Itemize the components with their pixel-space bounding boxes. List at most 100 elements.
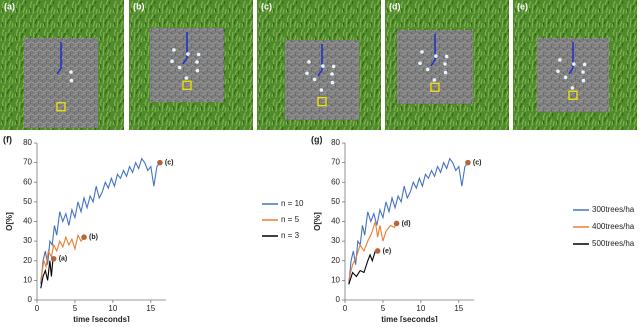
drone-marker: [444, 54, 449, 59]
drone-marker: [196, 52, 201, 57]
annotation-label: (b): [89, 234, 98, 241]
drone-path: [430, 34, 436, 67]
annotation-point: [393, 220, 400, 227]
x-tick-label: 0: [35, 304, 40, 313]
series-line: [348, 250, 378, 285]
image-row: (a) (b) (c) (d) (e): [0, 0, 637, 130]
image-panel: (d): [385, 0, 509, 130]
y-tick-label: 60: [23, 177, 32, 186]
series-line: [40, 258, 54, 289]
legend-label: 500trees/ha: [592, 239, 635, 248]
panel-label: (c): [261, 1, 272, 11]
annotation-label: (a): [59, 256, 68, 263]
drone-marker: [69, 70, 73, 74]
drone-marker: [184, 76, 189, 80]
series-line: [348, 157, 469, 285]
drone-marker: [558, 58, 562, 62]
drone-path: [182, 32, 188, 65]
panel-label: (a): [4, 1, 15, 11]
y-tick-label: 60: [331, 177, 340, 186]
target-box: [317, 96, 327, 107]
drone-marker: [418, 61, 422, 66]
y-tick-label: 20: [331, 256, 340, 265]
drone-marker: [570, 86, 575, 90]
image-panel: (b): [129, 0, 253, 130]
target-box: [56, 102, 66, 112]
image-panel: (c): [257, 0, 381, 130]
drone-marker: [321, 64, 325, 68]
annotation-point: [50, 255, 57, 262]
legend-label: 300trees/ha: [592, 205, 635, 214]
x-tick-label: 5: [381, 304, 386, 313]
x-tick-label: 10: [416, 304, 425, 313]
drone-marker: [312, 77, 317, 82]
drone-marker: [69, 78, 74, 83]
legend-label: 400trees/ha: [592, 222, 635, 231]
drone-marker: [170, 59, 174, 64]
series-line: [348, 221, 398, 281]
y-tick-label: 40: [331, 217, 340, 226]
x-tick-label: 15: [146, 304, 155, 313]
y-tick-label: 50: [23, 197, 32, 206]
annotation-point: [374, 248, 381, 254]
x-tick-label: 15: [454, 304, 463, 313]
annotation-point: [81, 234, 87, 240]
y-tick-label: 50: [331, 197, 340, 206]
x-tick-label: 0: [343, 304, 348, 313]
y-tick-label: 80: [331, 138, 340, 147]
drone-marker: [420, 50, 424, 54]
y-tick-label: 30: [331, 236, 340, 245]
legend-label: n = 5: [281, 215, 300, 224]
annotation-label: (e): [383, 248, 392, 255]
y-tick-label: 0: [336, 295, 341, 304]
y-tick-label: 10: [331, 275, 340, 284]
target-box: [430, 82, 440, 92]
drone-marker: [563, 75, 568, 80]
legend-label: n = 10: [281, 199, 304, 208]
panel-label: (g): [311, 134, 323, 144]
drone-marker: [582, 62, 587, 67]
drone-marker: [443, 70, 448, 75]
drone-marker: [432, 78, 437, 82]
drone-marker: [443, 62, 447, 66]
drone-marker: [172, 48, 176, 52]
target-box: [568, 90, 578, 100]
drone-path: [56, 42, 62, 75]
series-line: [40, 157, 161, 285]
y-tick-label: 30: [23, 236, 32, 245]
y-tick-label: 0: [28, 295, 33, 304]
panel-label: (b): [133, 1, 145, 11]
panel-label: (e): [517, 1, 528, 11]
drone-marker: [195, 60, 199, 64]
drone-marker: [307, 60, 311, 64]
y-tick-label: 70: [23, 158, 32, 167]
legend-label: n = 3: [281, 231, 300, 240]
drone-marker: [330, 72, 334, 76]
panel-label: (d): [389, 1, 401, 11]
drone-marker: [305, 71, 309, 76]
y-axis-label: O[%]: [5, 212, 14, 231]
image-panel: (e): [513, 0, 637, 130]
x-axis-label: time [seconds]: [381, 315, 438, 322]
drone-marker: [195, 68, 200, 73]
drone-path: [317, 44, 323, 77]
x-axis-label: time [seconds]: [73, 315, 130, 322]
annotation-point: [465, 159, 471, 166]
y-tick-label: 70: [331, 158, 340, 167]
x-tick-label: 5: [73, 304, 78, 313]
y-tick-label: 40: [23, 217, 32, 226]
drone-path: [568, 42, 574, 75]
x-tick-label: 10: [108, 304, 117, 313]
y-tick-label: 80: [23, 138, 32, 147]
drone-marker: [556, 69, 560, 74]
annotation-label: (c): [473, 159, 482, 166]
y-tick-label: 10: [23, 275, 32, 284]
y-tick-label: 20: [23, 256, 32, 265]
annotation-point: [157, 159, 163, 166]
y-axis-label: O[%]: [313, 212, 322, 231]
panel-label: (f): [3, 134, 12, 144]
drone-marker: [572, 62, 576, 66]
drone-marker: [331, 64, 336, 69]
